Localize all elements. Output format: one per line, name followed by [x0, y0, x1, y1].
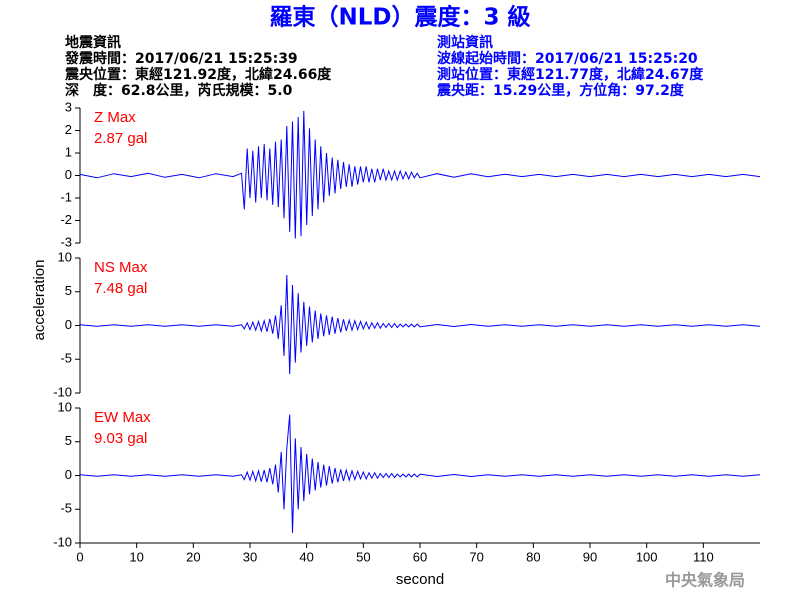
waveform	[79, 414, 761, 533]
info-left: 發震時間：2017/06/21 15:25:39	[64, 50, 298, 67]
panel-annotation: EW Max	[94, 409, 151, 426]
y-tick-label: 1	[65, 144, 72, 159]
x-tick-label: 60	[413, 549, 427, 564]
y-tick-label: -10	[53, 534, 72, 549]
panel-annotation: 2.87 gal	[94, 130, 147, 147]
panel-annotation: 9.03 gal	[94, 430, 147, 447]
panel-annotation: NS Max	[94, 259, 148, 276]
y-tick-label: -2	[60, 212, 72, 227]
y-tick-label: -1	[60, 189, 72, 204]
y-tick-label: 2	[65, 122, 72, 137]
info-right: 波線起始時間：2017/06/21 15:25:20	[437, 50, 698, 67]
x-tick-label: 20	[186, 549, 200, 564]
x-tick-label: 70	[469, 549, 483, 564]
x-axis-label: second	[396, 571, 444, 588]
y-tick-label: -5	[60, 501, 72, 516]
y-tick-label: 0	[65, 167, 72, 182]
info-right: 測站位置：東經121.77度，北緯24.67度	[437, 66, 704, 83]
info-left: 深 度：62.8公里，芮氏規模：5.0	[65, 82, 293, 99]
info-right: 震央距：15.29公里，方位角：97.2度	[436, 82, 685, 99]
watermark: 中央氣象局	[665, 571, 745, 590]
y-tick-label: 5	[65, 283, 72, 298]
x-tick-label: 50	[356, 549, 370, 564]
x-tick-label: 110	[693, 549, 714, 564]
y-tick-label: -10	[53, 384, 72, 399]
x-tick-label: 0	[76, 549, 83, 564]
x-tick-label: 90	[583, 549, 597, 564]
x-tick-label: 30	[243, 549, 257, 564]
y-tick-label: 0	[65, 467, 72, 482]
info-left: 地震資訊	[65, 34, 121, 51]
panel-annotation: 7.48 gal	[94, 280, 147, 297]
waveform	[79, 110, 761, 239]
waveform	[79, 274, 761, 375]
x-tick-label: 10	[129, 549, 143, 564]
y-axis-label: acceleration	[31, 260, 48, 341]
x-tick-label: 80	[526, 549, 540, 564]
y-tick-label: 3	[65, 99, 72, 114]
y-tick-label: 10	[58, 399, 72, 414]
title: 羅東（NLD）震度：3 級	[269, 4, 530, 31]
x-tick-label: 40	[299, 549, 313, 564]
info-left: 震央位置：東經121.92度，北緯24.66度	[64, 66, 332, 83]
panel-annotation: Z Max	[94, 109, 136, 126]
x-tick-label: 100	[636, 549, 658, 564]
y-tick-label: 5	[65, 433, 72, 448]
y-tick-label: -5	[60, 351, 72, 366]
y-tick-label: -3	[60, 234, 72, 249]
y-tick-label: 10	[58, 249, 72, 264]
info-right: 測站資訊	[437, 34, 493, 51]
y-tick-label: 0	[65, 317, 72, 332]
